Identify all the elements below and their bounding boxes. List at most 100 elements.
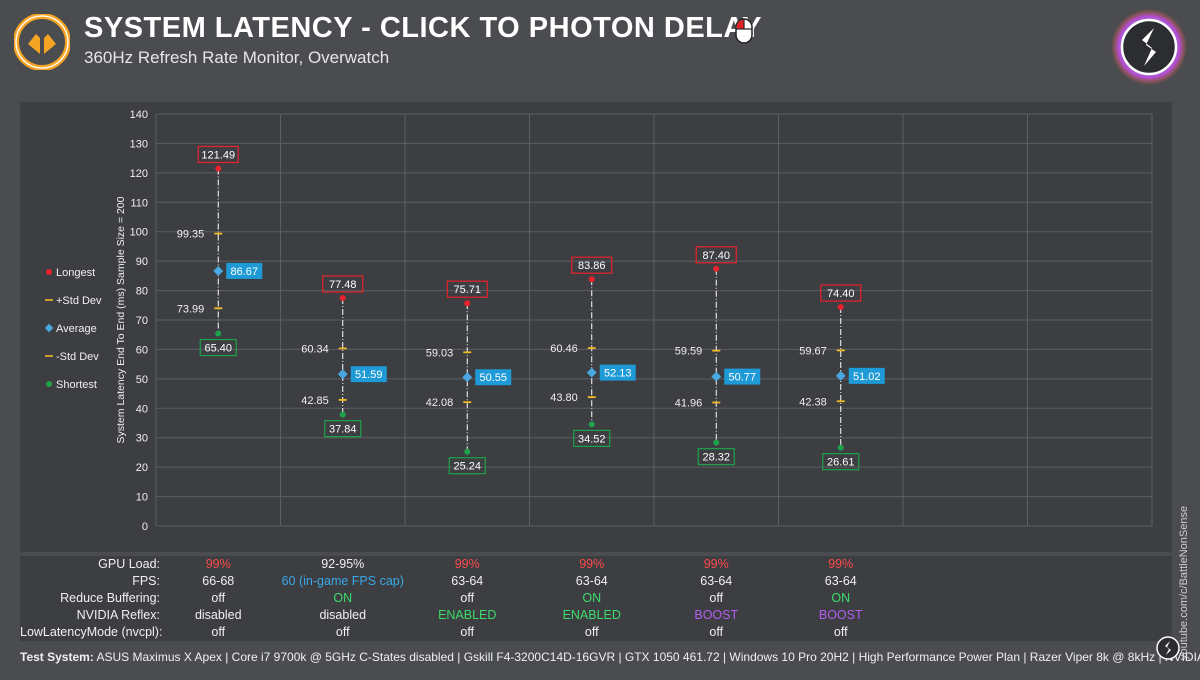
- average-label-box: [599, 364, 636, 381]
- table-cell: BOOST: [818, 608, 863, 622]
- legend-item-average: Average: [44, 323, 97, 335]
- average-point: [586, 367, 597, 378]
- data-group: 60.46 43.80 83.86 34.52 52.13: [550, 256, 636, 448]
- table-cell: ENABLED: [562, 608, 621, 622]
- table-cell: off: [460, 591, 475, 605]
- table-cell: off: [709, 591, 724, 605]
- longest-label: 75.71: [453, 284, 481, 296]
- table-row: FPS: 66-68 60 (in-game FPS cap) 63-64 63-64 6…: [20, 573, 1172, 590]
- page-subtitle: 360Hz Refresh Rate Monitor, Overwatch: [84, 48, 390, 67]
- plus-std-label: 59.59: [675, 346, 703, 358]
- shortest-label-box: [199, 338, 237, 357]
- overwatch-logo: [14, 14, 70, 70]
- table-cell: 99%: [703, 557, 729, 571]
- data-group: 59.59 41.96 87.40 28.32 50.77: [675, 246, 761, 466]
- table-cell: 99%: [579, 557, 605, 571]
- shortest-label-box: [573, 429, 611, 448]
- table-cell: BOOST: [694, 608, 739, 622]
- longest-point: [464, 300, 471, 307]
- y-tick-label: 100: [130, 227, 148, 239]
- table-cell: off: [584, 625, 599, 639]
- y-tick-label: 140: [130, 109, 148, 121]
- legend-label: Shortest: [56, 379, 97, 391]
- plus-std-label: 99.35: [177, 229, 205, 241]
- table-cell: off: [211, 591, 226, 605]
- legend-label: -Std Dev: [56, 351, 99, 363]
- table-cell: ENABLED: [438, 608, 497, 622]
- table-cell: ON: [831, 591, 851, 605]
- table-cell: 66-68: [202, 574, 235, 588]
- average-label: 50.77: [728, 372, 756, 384]
- average-point: [711, 371, 722, 382]
- average-label: 51.59: [355, 369, 383, 381]
- table-cell: ON: [582, 591, 602, 605]
- minus-std-label: 41.96: [675, 398, 703, 410]
- test-system-text: ASUS Maximus X Apex | Core i7 9700k @ 5G…: [93, 650, 1200, 664]
- header: SYSTEM LATENCY - CLICK TO PHOTON DELAY 3…: [0, 0, 1200, 85]
- table-cell: 99%: [828, 557, 854, 571]
- table-cell: 63-64: [451, 574, 484, 588]
- data-group: 60.34 42.85 77.48 37.84 51.59: [301, 275, 387, 438]
- small-channel-logo: [1156, 636, 1180, 660]
- y-axis-label: System Latency End To End (ms) Sample Si…: [115, 196, 127, 443]
- table-cell: 99%: [454, 557, 480, 571]
- shortest-point: [713, 439, 720, 446]
- table-cell: off: [335, 625, 350, 639]
- longest-label-box: [197, 145, 239, 164]
- mouse-icon: [735, 18, 753, 44]
- average-point: [337, 369, 348, 380]
- legend-marker: [46, 269, 52, 275]
- legend-item-plus_std: +Std Dev: [45, 295, 102, 307]
- legend-item-shortest: Shortest: [46, 379, 97, 391]
- longest-point: [588, 276, 595, 283]
- legend-marker: [46, 381, 52, 387]
- test-system-footer: Test System: ASUS Maximus X Apex | Core …: [20, 650, 1200, 672]
- latency-chart: 0 10 20 30 40 50 60 70 80 90 100 110 120 130 140 System…: [44, 109, 1153, 533]
- minus-std-label: 42.85: [301, 395, 329, 407]
- y-tick-label: 110: [130, 197, 148, 209]
- average-label: 52.13: [604, 368, 632, 380]
- longest-label: 83.86: [578, 260, 606, 272]
- shortest-label-box: [697, 448, 735, 466]
- table-cell: 63-64: [700, 574, 733, 588]
- table-cell: off: [460, 625, 475, 639]
- table-cell: 99%: [205, 557, 231, 571]
- y-tick-label: 30: [136, 433, 148, 445]
- channel-url: youtube.com/c/BattleNonSense: [1178, 505, 1190, 660]
- shortest-label-box: [822, 453, 860, 471]
- shortest-label: 26.61: [827, 457, 855, 469]
- table-row: GPU Load: 99% 92-95% 99% 99% 99% 99%: [20, 556, 1172, 573]
- shortest-label-box: [448, 457, 486, 475]
- y-tick-label: 20: [136, 462, 148, 474]
- table-cell: ON: [333, 591, 353, 605]
- plus-std-label: 60.34: [301, 343, 329, 355]
- legend-label: Average: [56, 323, 97, 335]
- plus-std-label: 59.03: [426, 347, 454, 359]
- table-row: NVIDIA Reflex: disabled disabled ENABLED ENA…: [20, 607, 1172, 624]
- legend-label: Longest: [56, 267, 95, 279]
- average-point: [213, 265, 224, 276]
- minus-std-label: 42.08: [426, 397, 454, 409]
- average-label-box: [226, 262, 263, 279]
- legend-label: +Std Dev: [56, 295, 102, 307]
- average-label-box: [848, 367, 885, 384]
- longest-point: [837, 304, 844, 311]
- longest-label: 74.40: [827, 288, 855, 300]
- table-cell: disabled: [194, 608, 242, 622]
- longest-point: [215, 165, 222, 172]
- y-tick-label: 0: [142, 521, 148, 533]
- plus-std-label: 60.46: [550, 343, 578, 355]
- test-system-label: Test System:: [20, 650, 94, 664]
- longest-label-box: [695, 246, 737, 264]
- legend-item-minus_std: -Std Dev: [45, 351, 99, 363]
- minus-std-label: 73.99: [177, 303, 205, 315]
- average-label: 51.02: [853, 371, 881, 383]
- shortest-label: 65.40: [204, 343, 232, 355]
- longest-label-box: [571, 256, 613, 274]
- data-group: 59.03 42.08 75.71 25.24 50.55: [426, 280, 512, 475]
- table-cell: disabled: [319, 608, 367, 622]
- average-label-box: [724, 368, 761, 385]
- row-label: LowLatencyMode (nvcpl):: [20, 625, 163, 639]
- longest-label: 77.48: [329, 279, 357, 291]
- settings-table: GPU Load: 99% 92-95% 99% 99% 99% 99% FPS: 66-68 6…: [20, 556, 1172, 680]
